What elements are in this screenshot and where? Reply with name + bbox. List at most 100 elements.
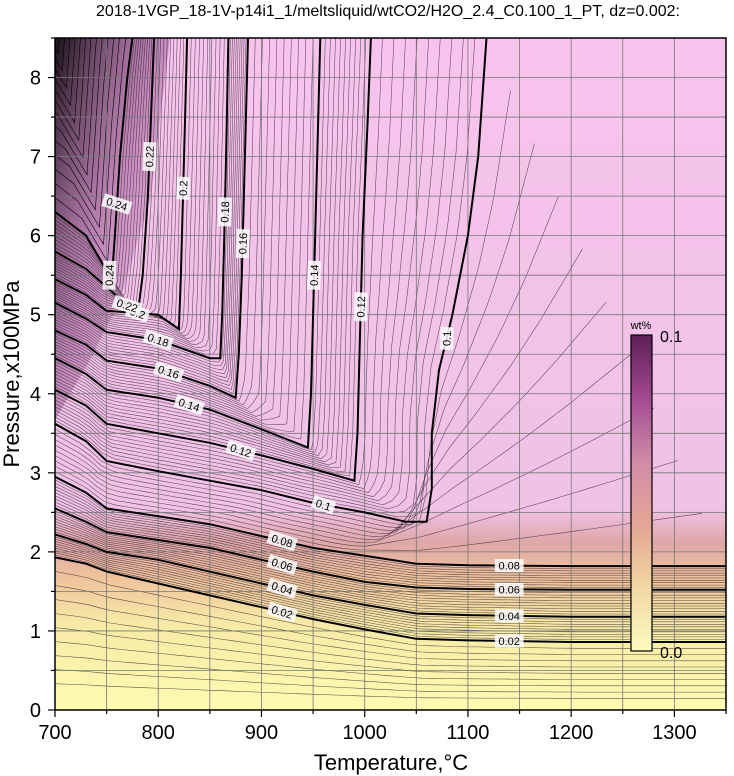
y-tick-label: 5	[30, 305, 41, 327]
thin-contour-line	[55, 38, 441, 506]
thin-contour-line	[55, 38, 81, 124]
y-tick-label: 1	[30, 621, 41, 643]
contour-label-text: 0.22	[144, 146, 157, 168]
thin-contour-line	[55, 38, 263, 406]
thin-contour-line	[55, 669, 726, 693]
thin-contour-line	[55, 501, 726, 586]
contour-label: 0.18	[217, 197, 232, 227]
contour-label-text: 0.1	[314, 498, 332, 514]
thin-contour-line	[55, 550, 726, 635]
y-axis-label: Pressure,x100MPa	[0, 280, 24, 468]
thin-contour-line	[55, 38, 351, 466]
thin-contour-line	[55, 521, 726, 604]
thin-contour-line	[55, 38, 196, 334]
contour-label: 0.1	[439, 326, 454, 350]
contour-label: 0.16	[235, 228, 250, 259]
colorbar: wt% 0.1 0.0	[630, 320, 683, 662]
thin-contour-line	[55, 504, 726, 588]
thin-contour-line	[55, 552, 726, 638]
contour-label: 0.24	[102, 260, 117, 290]
thin-contour-line	[55, 38, 362, 472]
thin-contour-line	[55, 38, 200, 337]
thin-contour-line	[55, 38, 158, 314]
thin-contour-line	[55, 523, 726, 607]
thin-contour-line	[55, 38, 429, 502]
thin-contour-lines	[0, 0, 726, 699]
thin-contour-line	[55, 38, 346, 463]
thin-contour-line	[55, 599, 726, 662]
contour-label: 0.08	[266, 530, 298, 552]
thin-contour-line	[55, 38, 245, 390]
thin-contour-line	[55, 38, 383, 486]
thin-contour-line	[55, 38, 464, 514]
contour-labels: 0.02 0.02 0.04 0.04 0.06 0.06 0.08 0.08 0.1 0.1 0.…	[101, 141, 524, 648]
thin-contour-line	[55, 510, 726, 593]
thin-contour-line	[55, 38, 243, 386]
thin-contour-line	[55, 38, 86, 141]
thin-contour-line	[55, 38, 168, 315]
colorbar-title: wt%	[630, 320, 652, 332]
y-tick-label: 0	[30, 700, 41, 722]
thin-contour-line	[55, 513, 726, 596]
thin-contour-line	[55, 518, 726, 601]
thin-contour-line	[55, 38, 307, 432]
x-tick-label: 1000	[342, 722, 387, 744]
thin-contour-line	[55, 38, 292, 421]
thin-contour-line	[55, 495, 726, 581]
thin-contour-line	[55, 38, 314, 440]
contour-label-text: 0.24	[104, 264, 117, 286]
thin-contour-line	[55, 38, 225, 355]
thin-contour-line	[55, 38, 278, 413]
colorbar-bar	[630, 334, 653, 652]
contour-label-text: 0.08	[270, 533, 294, 551]
contour-label: 0.14	[307, 260, 321, 290]
contour-label: 0.04	[494, 609, 524, 623]
thin-contour-line	[55, 38, 395, 490]
thin-contour-line	[55, 407, 655, 544]
contour-line-0.24	[55, 38, 134, 283]
thin-contour-line	[55, 38, 103, 194]
thin-contour-line	[55, 38, 235, 371]
contour-label: 0.04	[266, 577, 298, 599]
thin-contour-line	[55, 38, 192, 331]
thin-contour-line	[55, 536, 726, 620]
contour-label-text: 0.2	[178, 180, 191, 196]
y-tick-label: 2	[30, 542, 41, 564]
x-tick-label: 800	[142, 722, 175, 744]
x-tick-label: 1300	[652, 722, 697, 744]
thin-contour-line	[55, 38, 367, 477]
thin-contour-line	[55, 38, 231, 363]
thin-contour-line	[55, 249, 583, 535]
contour-label-text: 0.02	[498, 636, 519, 648]
thin-contour-line	[55, 38, 331, 453]
thin-contour-line	[55, 38, 247, 394]
contour-line-0.16	[55, 38, 249, 400]
thin-contour-line	[55, 38, 356, 469]
colorbar-min-label: 0.0	[660, 645, 682, 662]
thin-contour-line	[55, 627, 726, 674]
contour-label-text: 0.06	[498, 584, 519, 596]
contour-label-text: 0.1	[441, 331, 454, 347]
thin-contour-line	[55, 543, 726, 628]
thin-contour-line	[55, 492, 726, 579]
x-tick-label: 1100	[446, 722, 489, 744]
thin-contour-line	[55, 531, 726, 615]
thin-contour-line	[55, 641, 726, 680]
x-tick-label: 700	[38, 722, 71, 744]
contour-label-text: 0.08	[498, 561, 519, 573]
contour-label: 0.08	[494, 559, 524, 573]
thin-contour-line	[55, 143, 535, 529]
contour-label: 0.02	[266, 601, 298, 623]
thin-contour-line	[55, 38, 406, 494]
thin-contour-line	[0, 0, 75, 36]
plot-area: 0.020.020.040.040.060.060.080.080.10.10.…	[0, 0, 726, 710]
y-axis-ticks: 0 1 2 3 4 5 6 7 8	[30, 37, 55, 722]
contour-label: 0.2	[176, 176, 191, 200]
contour-label: 0.12	[353, 292, 368, 322]
thin-contour-line	[55, 547, 726, 633]
contour-line-0.2	[55, 38, 189, 331]
thin-contour-line	[55, 460, 679, 547]
thin-contour-line	[55, 38, 237, 375]
contour-label-text: 0.12	[355, 296, 368, 318]
thin-contour-line	[55, 489, 726, 576]
